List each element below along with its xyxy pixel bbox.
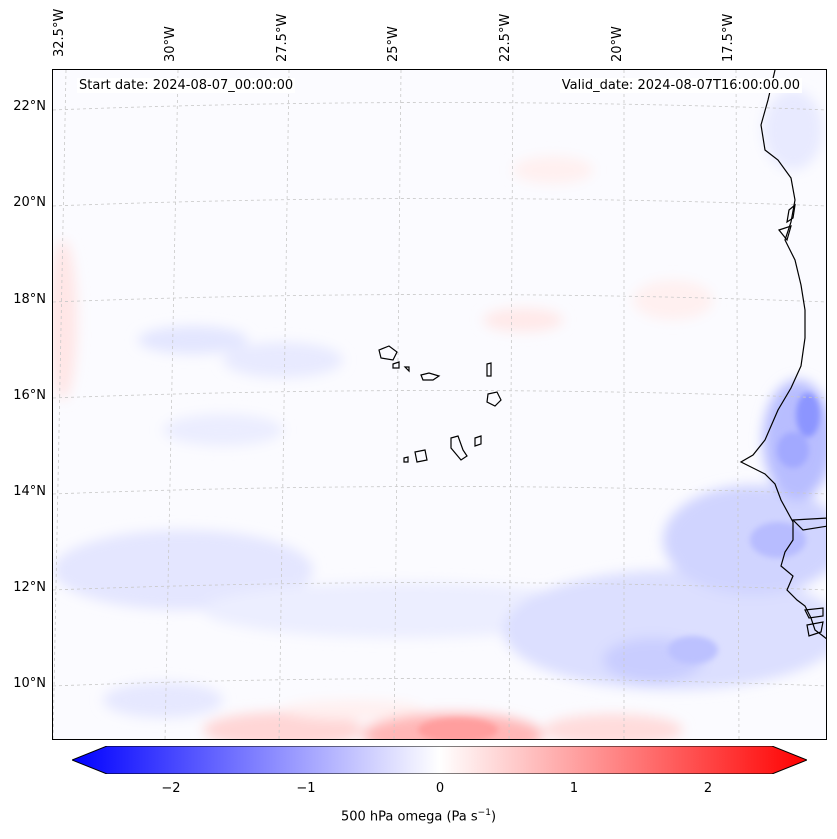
lon-label: 27.5°W (275, 13, 290, 62)
omega-field-cores (418, 393, 820, 739)
map-panel (52, 69, 827, 740)
omega-field-map (53, 70, 826, 739)
lon-label: 32.5°W (52, 8, 67, 57)
colorbar (72, 746, 807, 774)
lat-label: 22°N (13, 99, 46, 114)
cape-verde-islands (378, 345, 502, 463)
lon-label: 22.5°W (498, 13, 513, 62)
lon-label: 20°W (610, 26, 625, 62)
colorbar-tick-label: −1 (296, 781, 316, 796)
lat-label: 10°N (13, 676, 46, 691)
lat-label: 20°N (13, 195, 46, 210)
lat-label: 14°N (13, 484, 46, 499)
lon-label: 25°W (386, 26, 401, 62)
colorbar-gradient (72, 746, 807, 774)
graticule (53, 70, 826, 739)
start-date-label: Start date: 2024-08-07_00:00:00 (77, 78, 296, 93)
lat-label: 18°N (13, 292, 46, 307)
coastline (739, 70, 826, 640)
colorbar-label-suffix: ) (490, 809, 497, 825)
valid-date-label: Valid_date: 2024-08-07T16:00:00.00 (559, 78, 802, 93)
lat-label: 16°N (13, 388, 46, 403)
omega-field-patches (53, 90, 826, 739)
colorbar-tick-label: 1 (569, 781, 579, 796)
colorbar-tick-label: −2 (161, 781, 181, 796)
lon-label: 30°W (163, 26, 178, 62)
lat-label: 12°N (13, 580, 46, 595)
colorbar-tick-label: 0 (435, 781, 445, 796)
lon-label: 17.5°W (721, 13, 736, 62)
colorbar-label-prefix: 500 hPa omega (Pa s (340, 809, 478, 825)
colorbar-tick-label: 2 (703, 781, 713, 796)
colorbar-label-exponent: −1 (477, 808, 491, 818)
colorbar-label: 500 hPa omega (Pa s−1) (0, 808, 837, 824)
